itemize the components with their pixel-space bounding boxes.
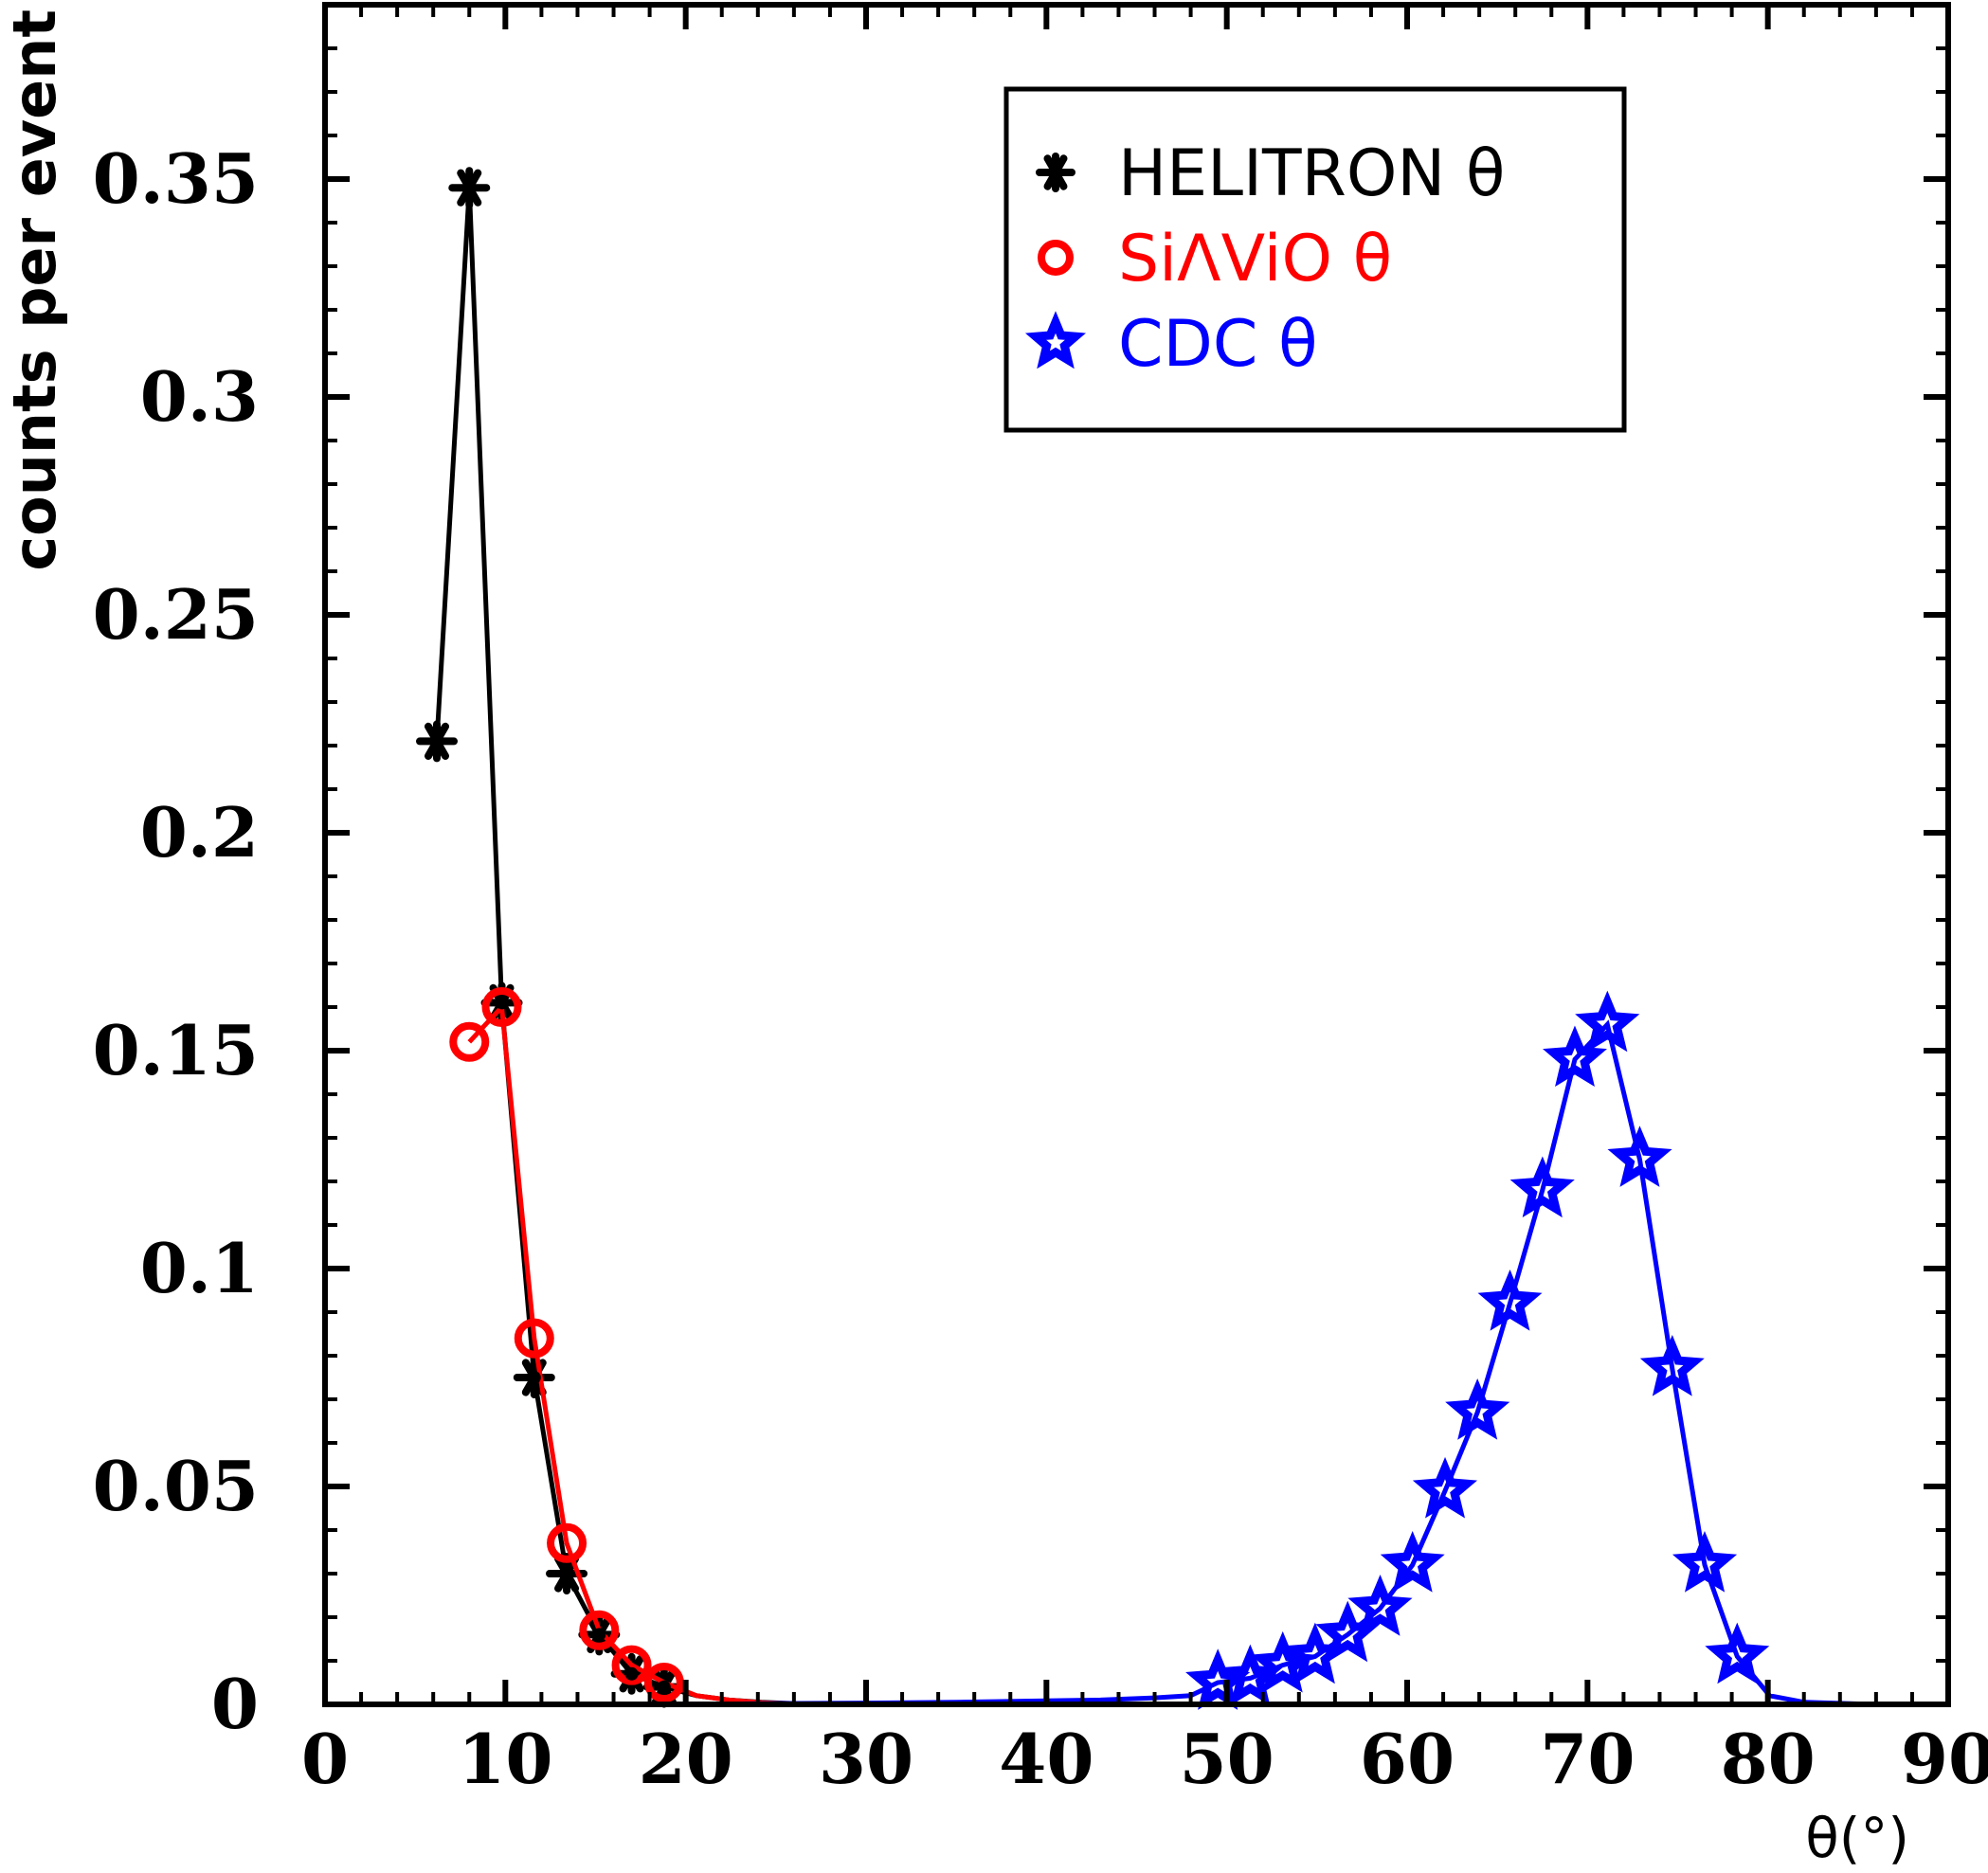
data-point: [1543, 1025, 1607, 1088]
x-tick-label: 10: [458, 1719, 552, 1799]
series-trace-1: [467, 1001, 1948, 1707]
y-tick-label: 0.2: [140, 792, 259, 873]
y-tick-label: 0.05: [93, 1446, 259, 1526]
data-point: [1412, 1456, 1478, 1519]
data-layer: [325, 167, 1949, 1710]
legend-marker: [1038, 240, 1074, 276]
y-tick-label: 0: [211, 1664, 259, 1744]
series-trace-2: [325, 1019, 1949, 1707]
data-point: [1347, 1575, 1413, 1636]
x-tick-label: 90: [1901, 1719, 1988, 1799]
x-tick-label: 70: [1540, 1719, 1635, 1799]
data-point: [448, 167, 491, 209]
legend-label: SiΛViO θ: [1118, 222, 1392, 297]
data-point: [481, 987, 522, 1027]
x-tick-label: 0: [301, 1719, 349, 1799]
x-tick-label: 60: [1360, 1719, 1455, 1799]
x-axis-title: θ(°): [1805, 1806, 1909, 1870]
legend-label: HELITRON θ: [1118, 136, 1505, 211]
data-point: [1509, 1156, 1575, 1218]
y-tick-label: 0.15: [93, 1010, 259, 1090]
y-tick-label: 0.1: [140, 1228, 259, 1308]
overlap-dot: [527, 1371, 541, 1384]
y-tick-label: 0.35: [93, 138, 259, 219]
data-point: [1639, 1335, 1705, 1396]
overlap-dot: [657, 1680, 671, 1694]
data-point: [1218, 1644, 1283, 1706]
x-tick-label: 30: [819, 1719, 913, 1799]
data-point: [1705, 1622, 1770, 1684]
legend-marker: [1024, 311, 1087, 369]
data-point: [1672, 1531, 1738, 1593]
series-cdc: [325, 990, 1949, 1710]
legend-label: CDC θ: [1118, 307, 1318, 382]
plot-frame: [322, 2, 1951, 1707]
data-point: [1607, 1126, 1672, 1187]
series-silavio: [449, 987, 1948, 1707]
data-point: [611, 1645, 652, 1685]
y-tick-label: 0.3: [140, 356, 259, 437]
data-point: [643, 1663, 684, 1702]
legend-marker: [1036, 153, 1075, 192]
data-point: [1575, 990, 1640, 1053]
overlap-dot: [624, 1666, 639, 1681]
data-point: [1477, 1270, 1543, 1331]
y-axis-title: counts per event: [0, 9, 69, 571]
overlap-dot: [560, 1567, 574, 1580]
data-point: [1445, 1378, 1510, 1440]
legend: HELITRON θ SiΛViO θ CDC θ: [1003, 86, 1627, 433]
overlap-dot: [592, 1628, 606, 1642]
data-point: [416, 720, 459, 763]
data-point: [514, 1318, 554, 1359]
data-point: [449, 1021, 490, 1062]
legend-box: [1003, 86, 1627, 433]
x-tick-label: 80: [1721, 1719, 1816, 1799]
y-tick-label: 0.25: [93, 574, 259, 655]
x-tick-label: 50: [1180, 1719, 1274, 1799]
data-point: [1380, 1531, 1445, 1593]
data-point: [579, 1610, 620, 1650]
data-point: [547, 1522, 587, 1563]
x-tick-label: 20: [639, 1719, 733, 1799]
overlap-dot: [495, 996, 509, 1010]
x-tick-label: 40: [999, 1719, 1093, 1799]
